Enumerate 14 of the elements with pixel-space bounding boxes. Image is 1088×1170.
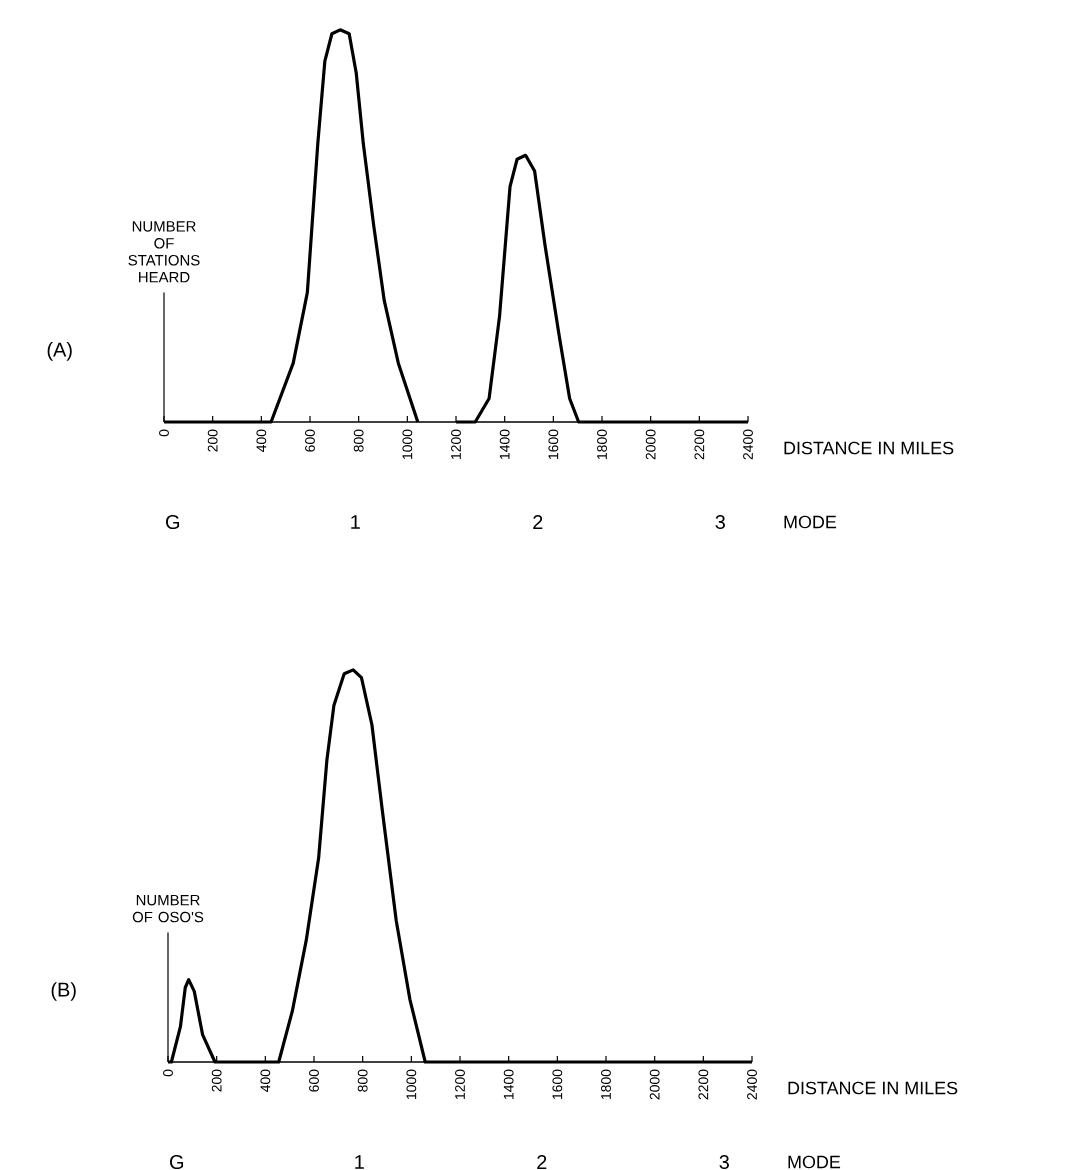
text: 1	[351, 515, 360, 529]
text: 3	[715, 514, 725, 530]
text: (A)	[47, 342, 72, 361]
text: MODE	[784, 515, 837, 529]
text: G	[170, 1154, 184, 1170]
text: 2	[533, 515, 543, 529]
text: 3	[719, 1154, 729, 1170]
text: MODE	[788, 1155, 841, 1169]
text: (B)	[51, 982, 76, 1001]
x-axis-title: DISTANCE IN MILES	[784, 441, 954, 455]
text: 2	[537, 1155, 547, 1169]
text: G	[166, 514, 180, 530]
text: 1	[355, 1155, 364, 1169]
x-axis-title: DISTANCE IN MILES	[788, 1081, 958, 1095]
